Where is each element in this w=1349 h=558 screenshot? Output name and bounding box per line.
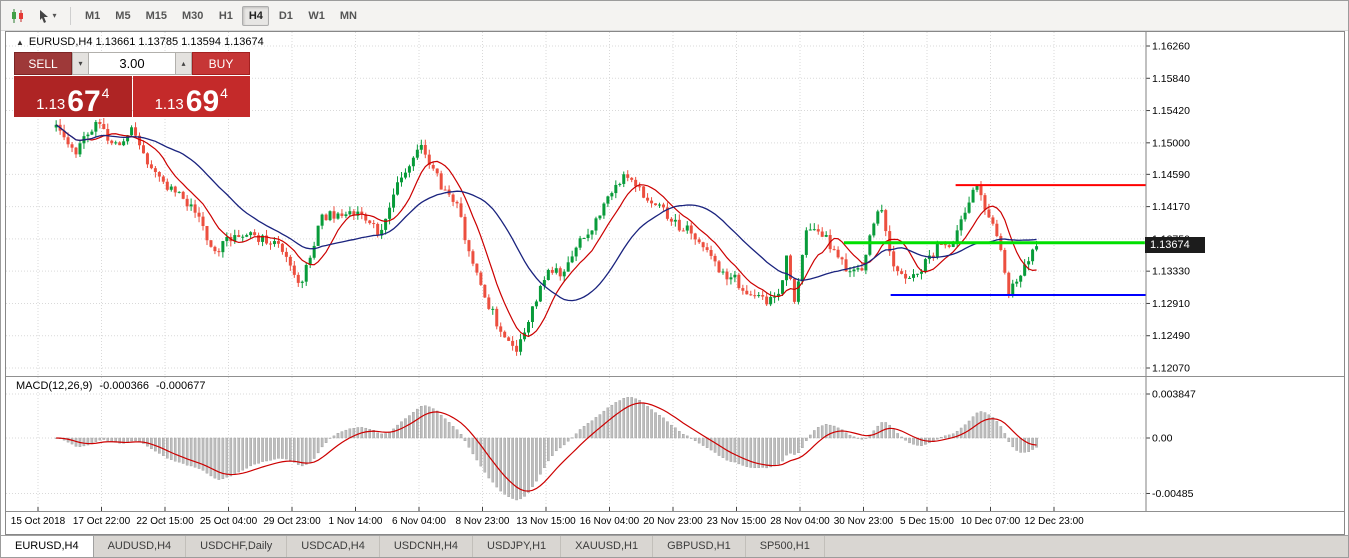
- timeframe-button-h4[interactable]: H4: [242, 5, 270, 26]
- time-axis-label: 17 Oct 22:00: [72, 516, 131, 527]
- sell-price-base: 1.13: [36, 96, 66, 113]
- svg-text:1.12490: 1.12490: [1152, 330, 1190, 342]
- volume-decrease-button[interactable]: ▾: [72, 52, 89, 75]
- svg-text:1.14170: 1.14170: [1152, 201, 1190, 213]
- time-axis-label: 1 Nov 14:00: [328, 516, 383, 527]
- tab-usdjpy-h1[interactable]: USDJPY,H1: [473, 536, 562, 557]
- chart-window: 1.16260 1.15840 1.15420 1.15000 1.14590 1.141…: [5, 31, 1345, 535]
- toolbar: ▾ M1 M5 M15 M30 H1 H4 D1 W1 MN: [1, 1, 1348, 31]
- svg-text:1.16260: 1.16260: [1152, 41, 1190, 53]
- volume-input[interactable]: [89, 52, 175, 75]
- tab-eurusd-h4[interactable]: EURUSD,H4: [1, 536, 94, 557]
- tab-xauusd-h1[interactable]: XAUUSD,H1: [561, 536, 654, 557]
- svg-text:1.15000: 1.15000: [1152, 137, 1190, 149]
- sell-price-pips: 67: [67, 84, 101, 118]
- time-axis[interactable]: 15 Oct 2018 17 Oct 22:00 22 Oct 15:00 25 Oc…: [6, 511, 1344, 534]
- timeframe-button-h1[interactable]: H1: [212, 6, 239, 26]
- buy-price-pips: 69: [185, 84, 220, 118]
- chart-tabs-bar: EURUSD,H4 AUDUSD,H4 USDCHF,Daily USDCAD,…: [1, 535, 1348, 557]
- time-axis-label: 13 Nov 15:00: [516, 516, 576, 527]
- toolbar-separator: [70, 6, 71, 25]
- chart-header: ▲ EURUSD,H4 1.13661 1.13785 1.13594 1.13…: [16, 36, 264, 48]
- tab-sp500-h1[interactable]: SP500,H1: [746, 536, 825, 557]
- sell-button[interactable]: SELL: [14, 52, 72, 75]
- tab-audusd-h4[interactable]: AUDUSD,H4: [94, 536, 187, 557]
- svg-text:1.13330: 1.13330: [1152, 266, 1190, 278]
- timeframe-button-d1[interactable]: D1: [272, 6, 299, 26]
- timeframe-button-m1[interactable]: M1: [79, 6, 106, 26]
- svg-text:0.00: 0.00: [1152, 433, 1173, 445]
- cursor-tool-icon[interactable]: ▾: [32, 5, 62, 27]
- time-axis-label: 30 Nov 23:00: [833, 516, 894, 527]
- dropdown-caret-icon: ▾: [52, 11, 57, 20]
- time-axis-label: 8 Nov 23:00: [455, 516, 510, 527]
- macd-indicator-label: MACD(12,26,9) -0.000366 -0.000677: [16, 380, 206, 392]
- svg-text:0.003847: 0.003847: [1152, 389, 1196, 401]
- time-axis-label: 22 Oct 15:00: [136, 516, 194, 527]
- time-axis-label: 20 Nov 23:00: [643, 516, 703, 527]
- buy-price-base: 1.13: [154, 96, 184, 113]
- timeframe-button-m5[interactable]: M5: [109, 6, 136, 26]
- time-axis-label: 25 Oct 04:00: [199, 516, 258, 527]
- time-axis-label: 6 Nov 04:00: [392, 516, 446, 527]
- svg-text:1.15840: 1.15840: [1152, 73, 1190, 85]
- svg-text:1.12070: 1.12070: [1152, 363, 1190, 375]
- time-axis-label: 16 Nov 04:00: [579, 516, 640, 527]
- timeframe-button-w1[interactable]: W1: [302, 6, 331, 26]
- timeframe-button-mn[interactable]: MN: [334, 6, 363, 26]
- price-chart[interactable]: 1.16260 1.15840 1.15420 1.15000 1.14590 1.141…: [6, 32, 1344, 376]
- sell-price-pipette: 4: [101, 85, 110, 101]
- time-axis-label: 23 Nov 15:00: [706, 516, 767, 527]
- sell-price-display[interactable]: 1.13 67 4: [14, 76, 132, 117]
- svg-text:1.12910: 1.12910: [1152, 298, 1190, 310]
- candlestick-chart-icon[interactable]: [7, 5, 29, 27]
- svg-text:-0.00485: -0.00485: [1152, 488, 1194, 500]
- tab-gbpusd-h1[interactable]: GBPUSD,H1: [653, 536, 746, 557]
- trade-controls-row: SELL ▾ ▴ BUY: [14, 52, 250, 75]
- timeframe-button-m30[interactable]: M30: [176, 6, 209, 26]
- macd-main-value: -0.000366: [99, 380, 149, 392]
- tab-usdcnh-h4[interactable]: USDCNH,H4: [380, 536, 474, 557]
- tab-usdchf-daily[interactable]: USDCHF,Daily: [186, 536, 288, 557]
- trade-prices-row: 1.13 67 4 1.13 69 4: [14, 76, 250, 117]
- chart-header-text: EURUSD,H4 1.13661 1.13785 1.13594 1.1367…: [28, 36, 264, 48]
- time-axis-label: 29 Oct 23:00: [263, 516, 321, 527]
- svg-text:1.14590: 1.14590: [1152, 169, 1190, 181]
- time-axis-label: 12 Dec 23:00: [1024, 516, 1084, 527]
- tab-usdcad-h4[interactable]: USDCAD,H4: [287, 536, 380, 557]
- buy-price-display[interactable]: 1.13 69 4: [132, 76, 250, 118]
- volume-increase-button[interactable]: ▴: [175, 52, 192, 75]
- time-axis-label: 15 Oct 2018: [10, 516, 66, 527]
- macd-signal-value: -0.000677: [155, 380, 206, 392]
- buy-button[interactable]: BUY: [192, 52, 250, 75]
- time-axis-label: 28 Nov 04:00: [770, 516, 830, 527]
- time-axis-label: 5 Dec 15:00: [900, 516, 954, 527]
- current-price-badge: 1.13674: [1145, 236, 1205, 253]
- macd-panel: 0.003847 0.00 -0.00485 MACD(12,26,9) -0.00…: [6, 376, 1344, 511]
- svg-text:1.15420: 1.15420: [1152, 105, 1190, 117]
- macd-name: MACD(12,26,9): [16, 380, 93, 392]
- buy-price-pipette: 4: [220, 85, 228, 101]
- timeframe-button-m15[interactable]: M15: [140, 6, 173, 26]
- macd-chart[interactable]: 0.003847 0.00 -0.00485: [6, 377, 1344, 511]
- time-axis-label: 10 Dec 07:00: [960, 516, 1021, 527]
- symbol-window-icon: ▲: [16, 37, 24, 47]
